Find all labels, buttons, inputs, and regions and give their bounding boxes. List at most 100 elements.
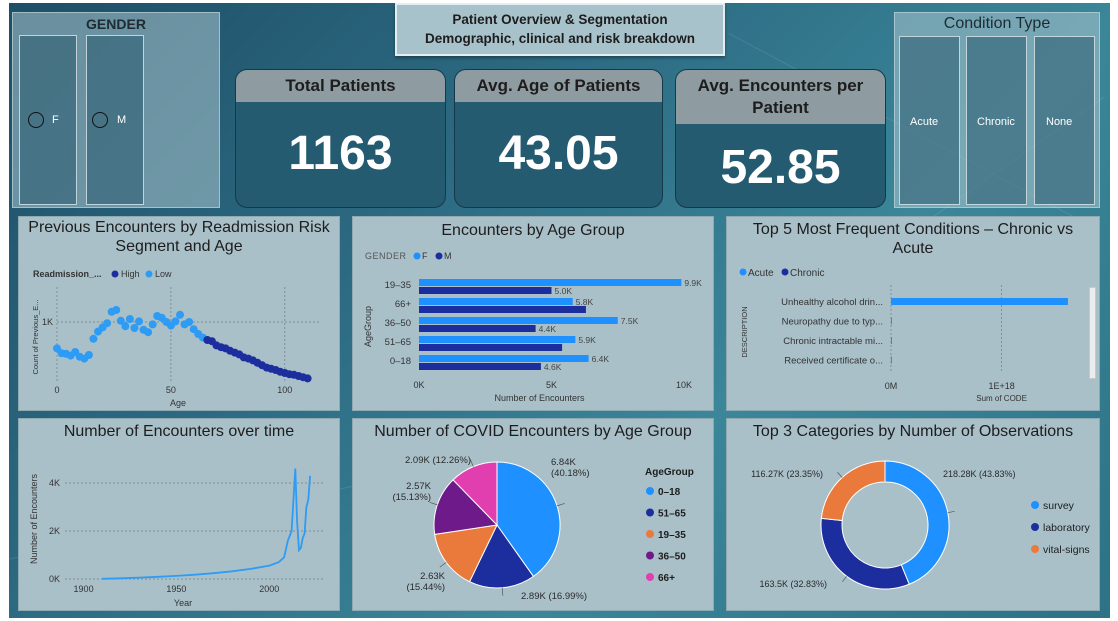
legend-marker	[413, 252, 421, 260]
gender-option-label: M	[117, 114, 127, 126]
data-label: 4.6K	[544, 362, 562, 372]
legend-marker	[781, 268, 789, 276]
y-tick-label: 0K	[49, 574, 60, 584]
chart-title: Previous Encounters by Readmission Risk …	[28, 219, 330, 255]
kpi-total-patients: Total Patients 1163	[235, 69, 446, 208]
category-label: 66+	[395, 299, 412, 310]
legend-label: High	[121, 269, 140, 279]
category-label: 19–35	[385, 280, 411, 291]
leader-line	[429, 502, 438, 506]
condition-option-chronic[interactable]: Chronic	[966, 36, 1027, 205]
leader-line	[837, 472, 843, 478]
scatter-point	[103, 319, 112, 328]
kpi-label: Avg. Age of Patients	[455, 70, 662, 102]
data-label: 7.5K	[621, 316, 639, 326]
gender-slicer: GENDER F M	[12, 12, 220, 208]
chart-title: Number of Encounters over time	[63, 423, 295, 440]
data-label: 6.4K	[592, 354, 610, 364]
gender-option-f[interactable]: F	[19, 35, 77, 205]
data-label: 163.5K (32.83%)	[759, 579, 827, 589]
bar	[891, 317, 892, 325]
condition-option-label: Acute	[910, 116, 939, 128]
scatter-point	[144, 328, 153, 337]
legend-marker	[646, 508, 654, 517]
category-label: Received certificate o...	[784, 356, 883, 367]
page-title: Patient Overview & Segmentation	[452, 12, 668, 27]
top-conditions-chart: Acute Chronic Unhealthy alcohol drin... Neu…	[739, 268, 1068, 403]
y-tick-label: 4K	[49, 478, 60, 488]
legend-marker	[145, 270, 153, 278]
scatter-point	[112, 306, 121, 314]
bar	[419, 279, 682, 286]
y-axis-label: DESCRIPTION	[740, 306, 749, 357]
legend-marker	[646, 487, 654, 495]
chart-title: Top 5 Most Frequent Conditions – Chronic…	[752, 221, 1074, 257]
scrollbar[interactable]	[1089, 287, 1096, 379]
bar	[419, 287, 552, 294]
bar	[419, 298, 573, 305]
scatter-point	[121, 322, 130, 331]
top-conditions-panel: Top 5 Most Frequent Conditions – Chronic…	[726, 216, 1100, 411]
legend-label: M	[444, 251, 452, 261]
bar	[419, 336, 576, 343]
donut-slice	[820, 460, 886, 522]
chart-title: Encounters by Age Group	[441, 222, 625, 239]
kpi-value: 52.85	[720, 141, 841, 194]
dashboard-canvas: GENDER F M Patient Overview & Segmentati…	[9, 3, 1110, 618]
scatter-point	[84, 351, 93, 359]
x-axis-label: Number of Encounters	[494, 393, 585, 403]
legend-marker	[646, 530, 654, 538]
scatter-point	[130, 324, 139, 332]
scatter-point	[185, 318, 194, 326]
condition-option-acute[interactable]: Acute	[899, 36, 960, 205]
page-subtitle: Demographic, clinical and risk breakdown	[424, 31, 696, 46]
condition-slicer: Condition Type Acute Chronic None	[894, 12, 1100, 208]
legend-label: Low	[155, 269, 172, 279]
x-axis-label: Sum of CODE	[976, 394, 1027, 403]
readmission-scatter-panel: Previous Encounters by Readmission Risk …	[18, 216, 340, 411]
scatter-point	[148, 320, 157, 329]
y-tick-label: 2K	[49, 526, 60, 536]
x-tick-label: 0	[54, 385, 59, 395]
encounters-time-chart: 0K 2K 4K 1900 1950 2000 Year Number of Encounte…	[29, 468, 325, 608]
condition-option-none[interactable]: None	[1034, 36, 1095, 205]
bar	[419, 325, 536, 332]
data-label: 5.0K	[555, 286, 573, 296]
legend-label: Chronic	[790, 268, 824, 279]
legend-label: 51–65	[658, 509, 686, 520]
legend-label: 0–18	[658, 487, 681, 498]
data-label: 116.27K (23.35%)	[751, 469, 823, 479]
observations-donut-panel: Top 3 Categories by Number of Observatio…	[726, 418, 1100, 611]
y-axis-label: AgeGroup	[363, 306, 373, 347]
legend-marker	[1031, 523, 1039, 531]
radio-icon[interactable]	[92, 112, 108, 128]
legend-label: 19–35	[658, 530, 686, 541]
category-label: 0–18	[390, 356, 411, 367]
bar	[419, 306, 586, 313]
gender-slicer-title: GENDER	[86, 16, 146, 32]
scatter-point	[303, 374, 312, 383]
radio-icon[interactable]	[28, 112, 44, 128]
legend-label: 66+	[658, 573, 675, 584]
encounters-time-panel: Number of Encounters over time 0K 2K 4K 190…	[18, 418, 340, 611]
leader-line	[501, 587, 504, 596]
legend-marker	[646, 573, 654, 581]
data-label: 6.84K (40.18%)	[551, 457, 590, 479]
gender-option-label: F	[52, 114, 59, 126]
x-tick-label: 1E+18	[988, 381, 1014, 391]
x-tick-label: 50	[166, 385, 176, 395]
age-group-bar-chart: GENDER F M 19–35 9.9K 5.0K 66+ 5.8K 36–50 7.5K 4.4…	[363, 251, 702, 403]
scatter-point	[176, 310, 185, 319]
observations-donut-chart: 218.28K (43.83%) 163.5K (32.83%) 116.27K (…	[751, 460, 1090, 590]
data-label: 4.4K	[539, 324, 557, 334]
kpi-avg-age: Avg. Age of Patients 43.05	[454, 69, 663, 208]
gender-option-m[interactable]: M	[86, 35, 144, 205]
bar	[891, 356, 892, 364]
header-box: Patient Overview & Segmentation Demograp…	[395, 3, 725, 56]
x-tick-label: 1950	[166, 584, 186, 594]
legend-title: Readmission_...	[33, 269, 102, 279]
legend-marker	[646, 551, 654, 560]
data-label: 2.57K (15.13%)	[392, 481, 431, 503]
kpi-label: Avg. Encounters per Patient	[676, 70, 885, 124]
covid-pie-chart: 6.84K (40.18%) 2.89K (16.99%) 2.63K (15.44%)…	[392, 455, 693, 602]
